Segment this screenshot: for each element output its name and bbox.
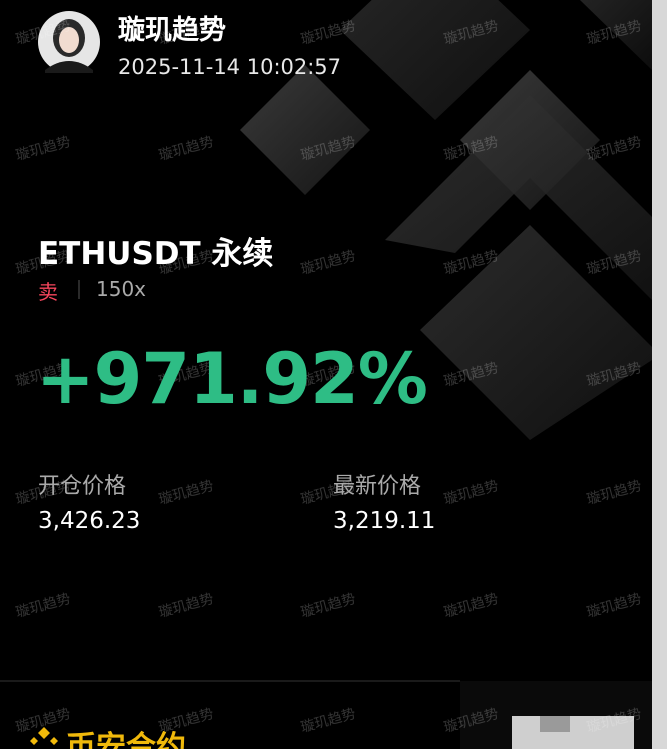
pnl-percent: +971.92% (36, 338, 428, 420)
mark-label: 最新价格 (333, 474, 422, 499)
entry-price: 3,426.23 (38, 508, 141, 534)
side: 卖 (38, 280, 58, 304)
symbol: ETHUSDT 永续 (38, 236, 274, 272)
mark-price: 3,219.11 (333, 508, 436, 534)
user-name: 璇玑趋势 (118, 15, 226, 46)
leverage: 150x (96, 277, 147, 301)
brand: 币安合约 (66, 730, 186, 749)
timestamp: 2025-11-14 10:02:57 (118, 55, 342, 79)
entry-label: 开仓价格 (38, 474, 127, 499)
